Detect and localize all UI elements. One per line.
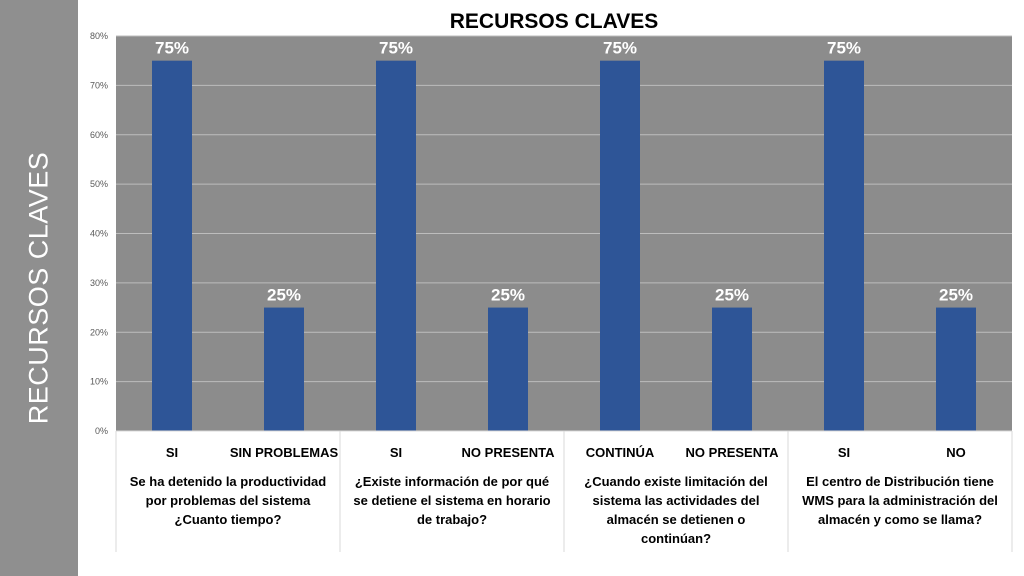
data-label: 75% [155,39,189,58]
chart-title: RECURSOS CLAVES [450,10,658,33]
group-label: continúan? [641,531,711,546]
category-label: NO PRESENTA [686,445,780,460]
data-label: 25% [267,286,301,305]
bar [712,307,752,431]
y-tick-label: 50% [90,179,108,189]
side-band: RECURSOS CLAVES [0,0,78,576]
data-label: 25% [491,286,525,305]
bar [376,60,416,431]
data-label: 25% [939,286,973,305]
group-label: ¿Cuanto tiempo? [175,512,282,527]
group-label: de trabajo? [417,512,487,527]
bar [264,307,304,431]
group-label: WMS para la administración del [802,493,998,508]
y-tick-label: 30% [90,278,108,288]
side-title: RECURSOS CLAVES [23,151,54,425]
data-label: 75% [379,39,413,58]
y-tick-label: 80% [90,31,108,41]
y-tick-label: 40% [90,229,108,239]
group-label: se detiene el sistema en horario [353,493,550,508]
category-label: SI [166,445,178,460]
data-label: 75% [827,39,861,58]
y-tick-label: 0% [95,426,108,436]
y-tick-label: 10% [90,377,108,387]
data-label: 75% [603,39,637,58]
group-label: Se ha detenido la productividad [130,474,327,489]
bar [488,307,528,431]
y-tick-label: 60% [90,130,108,140]
bar [936,307,976,431]
group-label: por problemas del sistema [146,493,311,508]
bar [824,60,864,431]
bar-chart: RECURSOS CLAVES 0% 10% 20% 30% 40% 50% 60% 70% 8… [90,10,1013,552]
y-tick-label: 20% [90,327,108,337]
category-label: NO [946,445,966,460]
group-label: ¿Existe información de por qué [355,474,549,489]
y-tick-label: 70% [90,80,108,90]
group-label: El centro de Distribución tiene [806,474,994,489]
chart-panel: RECURSOS CLAVES 0% 10% 20% 30% 40% 50% 60% 70% 8… [84,0,1024,576]
data-label: 25% [715,286,749,305]
bar [600,60,640,431]
category-label: CONTINÚA [586,445,655,460]
category-label: SI [838,445,850,460]
group-label: ¿Cuando existe limitación del [584,474,767,489]
bar [152,60,192,431]
group-label: sistema las actividades del [593,493,760,508]
group-label: almacén y como se llama? [818,512,982,527]
category-label: NO PRESENTA [462,445,556,460]
category-label: SIN PROBLEMAS [230,445,339,460]
group-label: almacén se detienen o [607,512,746,527]
category-label: SI [390,445,402,460]
